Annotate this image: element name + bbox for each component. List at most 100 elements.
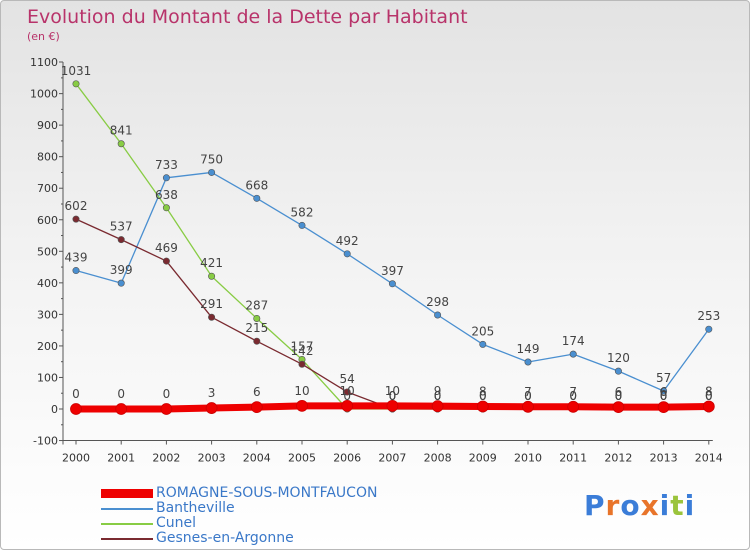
legend-label: Cunel	[156, 515, 197, 531]
data-point	[72, 267, 80, 275]
data-label: 10	[294, 384, 309, 398]
data-point	[117, 279, 125, 287]
logo-letter: r	[605, 489, 621, 522]
data-label: 0	[163, 387, 171, 401]
data-label: 215	[245, 321, 268, 335]
data-label: 0	[705, 389, 713, 403]
data-point	[476, 400, 489, 413]
data-label: 7	[524, 385, 532, 399]
y-tick-label: 200	[37, 340, 58, 353]
data-point	[208, 272, 216, 280]
logo-letter: P	[584, 489, 606, 522]
x-tick-label: 2000	[62, 452, 90, 465]
data-label: 174	[562, 334, 585, 348]
logo-letter: x	[640, 489, 660, 522]
chart-legend: ROMAGNE-SOUS-MONTFAUCON Bantheville Cunel G…	[101, 486, 377, 546]
data-label: 287	[245, 298, 268, 312]
data-label: 1031	[61, 64, 92, 78]
data-point	[296, 399, 308, 412]
data-label: 253	[697, 309, 720, 323]
data-point	[115, 403, 128, 415]
data-point	[434, 311, 442, 319]
data-label: 0	[524, 389, 532, 403]
data-point	[657, 401, 670, 414]
data-label: 0	[479, 389, 487, 403]
data-label: 492	[336, 234, 359, 248]
x-tick-label: 2012	[604, 452, 632, 465]
data-point	[569, 350, 577, 358]
data-label: 602	[65, 199, 88, 213]
data-label: 668	[245, 178, 268, 192]
x-tick-label: 2014	[695, 452, 723, 465]
x-tick-label: 2001	[107, 452, 135, 465]
x-tick-label: 2010	[514, 452, 542, 465]
data-label: 120	[607, 351, 630, 365]
data-label: 10	[385, 384, 400, 398]
data-point	[253, 337, 261, 345]
data-point	[388, 280, 396, 288]
data-label: 57	[656, 371, 671, 385]
data-label: 733	[155, 158, 178, 172]
data-label: 0	[705, 389, 713, 403]
legend-item: ROMAGNE-SOUS-MONTFAUCON	[101, 486, 377, 501]
y-tick-label: 900	[37, 119, 58, 132]
chart-title: Evolution du Montant de la Dette par Hab…	[27, 6, 468, 28]
data-point	[702, 400, 715, 413]
data-point	[343, 388, 351, 396]
data-point	[298, 360, 306, 368]
data-label: 10	[340, 384, 355, 398]
data-label: 0	[117, 387, 125, 401]
data-label: 157	[291, 339, 314, 353]
proxiti-logo: Proxiti	[584, 489, 695, 522]
data-label: 841	[110, 124, 133, 138]
chart-unit-label: (en €)	[27, 30, 60, 43]
legend-swatch	[101, 507, 153, 510]
legend-item: Bantheville	[101, 501, 377, 516]
data-point	[341, 399, 354, 412]
data-point	[72, 80, 80, 88]
legend-label: Gesnes-en-Argonne	[156, 530, 294, 546]
data-label: 469	[155, 241, 178, 255]
data-label: 399	[110, 263, 133, 277]
data-label: 205	[471, 324, 494, 338]
data-label: 0	[343, 389, 351, 403]
data-label: 0	[389, 389, 397, 403]
data-label: 8	[479, 384, 487, 398]
data-label: 439	[65, 251, 88, 265]
legend-item: Gesnes-en-Argonne	[101, 531, 377, 546]
y-tick-label: -100	[33, 435, 58, 448]
data-label: 0	[524, 389, 532, 403]
data-point	[253, 194, 261, 202]
y-tick-label: 400	[37, 277, 58, 290]
y-tick-label: 1000	[30, 88, 58, 101]
data-point	[298, 221, 306, 229]
data-point	[160, 403, 173, 415]
data-label: 142	[291, 344, 314, 358]
data-point	[72, 215, 80, 223]
data-point	[162, 204, 170, 212]
data-point	[567, 400, 580, 413]
y-tick-label: 300	[37, 308, 58, 321]
x-tick-label: 2002	[152, 452, 180, 465]
legend-label: ROMAGNE-SOUS-MONTFAUCON	[156, 485, 378, 501]
data-label: 421	[200, 256, 223, 270]
data-point	[208, 313, 216, 321]
data-point	[431, 400, 444, 413]
data-point	[253, 314, 261, 322]
data-point	[522, 400, 534, 413]
y-tick-label: 0	[51, 403, 58, 416]
y-tick-label: 500	[37, 245, 58, 258]
data-label: 397	[381, 264, 404, 278]
data-label: 298	[426, 295, 449, 309]
data-point	[524, 358, 532, 366]
y-tick-label: 800	[37, 151, 58, 164]
x-tick-label: 2005	[288, 452, 316, 465]
data-label: 0	[479, 389, 487, 403]
data-point	[479, 340, 487, 348]
data-label: 8	[705, 384, 713, 398]
data-point	[250, 401, 263, 414]
data-label: 6	[660, 385, 668, 399]
data-label: 0	[615, 389, 623, 403]
data-label: 537	[110, 220, 133, 234]
